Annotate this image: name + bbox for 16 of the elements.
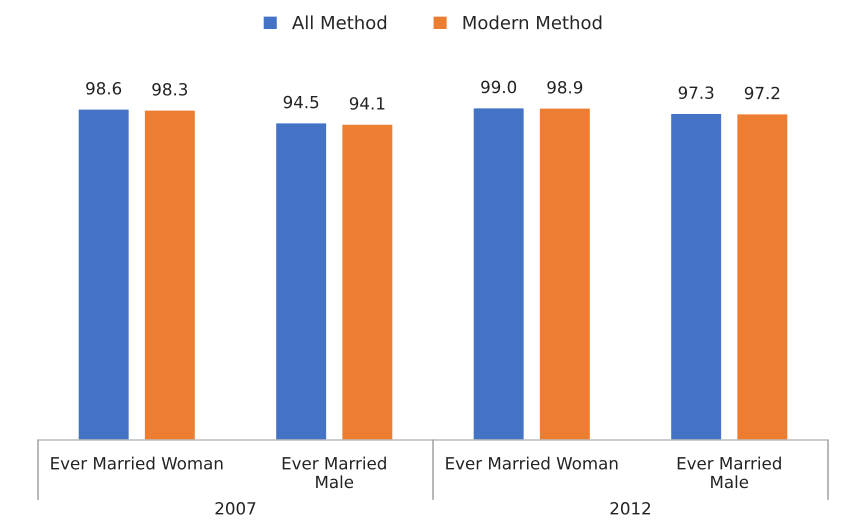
x-tick-label: Ever Married Woman bbox=[446, 456, 618, 470]
x-tick-label: Ever Married Male bbox=[282, 456, 386, 488]
text: 2007 bbox=[216, 502, 256, 515]
data-label: 97.2 bbox=[744, 86, 780, 100]
data-label: 94.5 bbox=[284, 96, 318, 108]
data-label: 94.1 bbox=[350, 97, 384, 110]
legend-label: All Method bbox=[292, 15, 386, 30]
data-label: 98.3 bbox=[152, 83, 188, 96]
x-tick-label: Ever Married Male bbox=[678, 456, 781, 488]
data-label: 99.0 bbox=[481, 80, 516, 94]
legend-label: Modern Method bbox=[464, 15, 602, 30]
data-label: 98.6 bbox=[86, 82, 122, 95]
data-label: 97.3 bbox=[678, 86, 714, 99]
text: 2012 bbox=[610, 502, 650, 515]
data-label: 98.9 bbox=[547, 81, 582, 94]
x-tick-label: Ever Married Woman bbox=[51, 456, 222, 470]
